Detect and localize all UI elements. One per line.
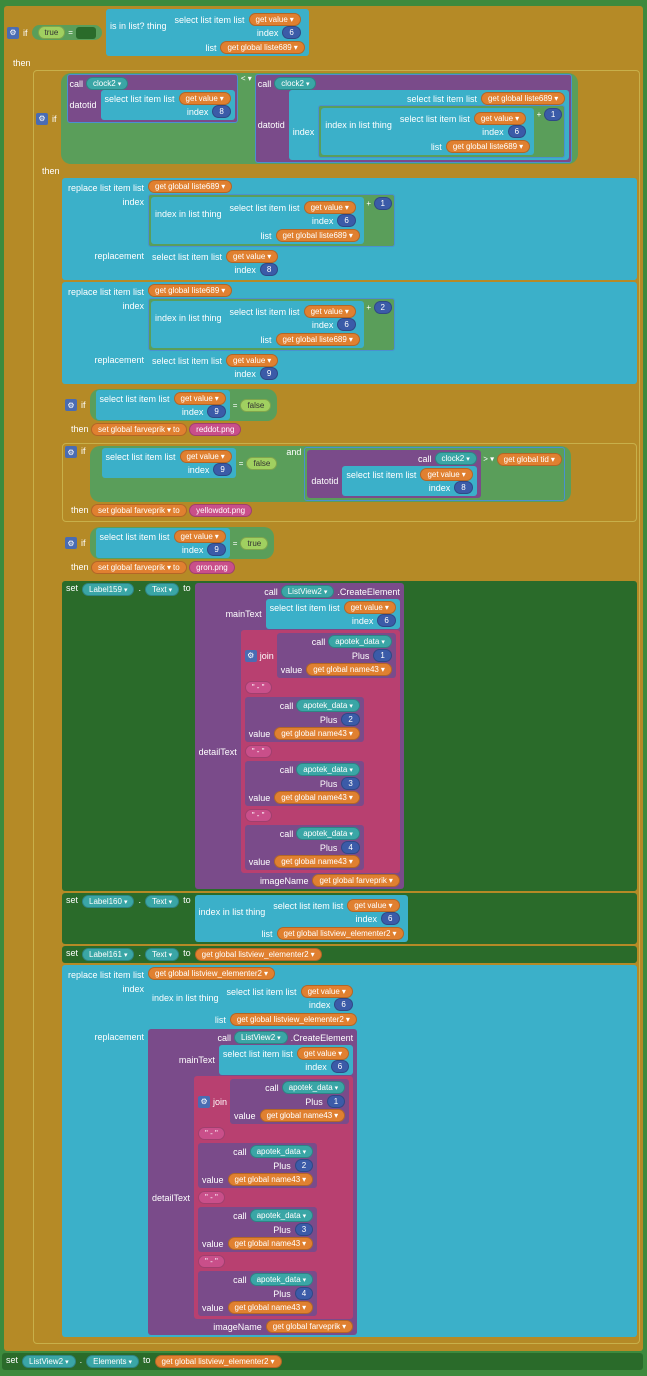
call-createelement: callListView2.CreateElement mainText sel… xyxy=(195,583,404,889)
listview2-dd[interactable]: ListView2 xyxy=(22,1355,76,1368)
text-dd[interactable]: Text xyxy=(145,583,179,596)
gear-icon[interactable]: ⚙ xyxy=(65,537,77,549)
clock2-dd[interactable]: clock2 xyxy=(86,77,128,90)
and-lbl[interactable]: and xyxy=(286,447,301,457)
kw-then: then xyxy=(13,58,31,68)
gear-icon[interactable]: ⚙ xyxy=(198,1096,210,1108)
join-block: ⚙join callapotek_data Plus1 valueget glo… xyxy=(241,630,400,873)
plus-op: index in list thing select list item lis… xyxy=(318,105,565,158)
replace-createelement: replace list item listget global listvie… xyxy=(62,965,637,1337)
get-liste689[interactable]: get global liste689 ▾ xyxy=(220,41,304,54)
replace-list-item-2: replace list item listget global liste68… xyxy=(62,282,637,384)
bool-true: true xyxy=(38,26,66,39)
if-clock: ⚙ if callclock2 datotid select list item… xyxy=(33,70,640,1344)
lt-sym[interactable]: < ▾ xyxy=(241,74,252,83)
get-global-tid[interactable]: get global tid ▾ xyxy=(497,453,562,466)
and-op: select list item listget value ▾ index9 … xyxy=(90,446,571,502)
plus-op: index in list thing select list item lis… xyxy=(148,194,395,247)
sel-liste689: select list item listget global liste689… xyxy=(289,90,570,160)
datotid-lbl: datotid xyxy=(70,100,97,110)
idx-in-list: index in list thing select list item lis… xyxy=(321,108,534,155)
bool-false: false xyxy=(240,399,271,412)
label159-dd[interactable]: Label159 xyxy=(82,583,134,596)
set-label161: set Label161. Text to get global listvie… xyxy=(62,946,637,963)
sel-list-item: select list item listget value ▾ index8 xyxy=(101,90,235,120)
get-value[interactable]: get value ▾ xyxy=(249,13,301,26)
gron-str[interactable]: gron.png xyxy=(189,561,235,574)
yellowdot-str[interactable]: yellowdot.png xyxy=(189,504,252,517)
if-yellowdot: ⚙ if select list item listget value ▾ in… xyxy=(62,443,637,522)
is-in-list-label: is in list? thing xyxy=(110,21,167,31)
set-label160: set Label160. Text to index in list thin… xyxy=(62,893,637,944)
imagename-lbl: imageName xyxy=(260,876,309,886)
label160-dd[interactable]: Label160 xyxy=(82,895,134,908)
get-liste689[interactable]: get global liste689 ▾ xyxy=(481,92,565,105)
set-label159: set Label159. Text to callListView2.Crea… xyxy=(62,581,637,891)
elements-dd[interactable]: Elements xyxy=(86,1355,139,1368)
gear-icon[interactable]: ⚙ xyxy=(245,650,257,662)
eq-sym: = xyxy=(68,28,73,37)
sel-label: select list item list xyxy=(175,15,245,25)
eq-op: true = xyxy=(32,25,102,40)
kw-if: if xyxy=(23,28,28,38)
clock2-dd[interactable]: clock2 xyxy=(274,77,316,90)
get-value[interactable]: get value ▾ xyxy=(179,92,231,105)
gear-icon[interactable]: ⚙ xyxy=(65,446,77,458)
if-reddot: ⚙ if select list item listget value ▾ in… xyxy=(62,386,637,441)
is-in-list: is in list? thing select list item list … xyxy=(106,9,309,56)
num-1[interactable]: 1 xyxy=(544,108,562,121)
num-6[interactable]: 6 xyxy=(282,26,300,39)
idx-label: index xyxy=(257,28,279,38)
label161-dd[interactable]: Label161 xyxy=(82,948,134,961)
lt-op: callclock2 datotid select list item list… xyxy=(61,73,579,164)
empty-slot[interactable] xyxy=(76,27,96,39)
set-farveprik[interactable]: set global farveprik ▾ to xyxy=(91,423,187,436)
set-listview-elements: set ListView2. Elements to get global li… xyxy=(2,1353,643,1370)
if-gron: ⚙ if select list item listget value ▾ in… xyxy=(62,524,637,579)
select-list-item: select list item list get value ▾ index6 xyxy=(171,11,305,41)
call-clock-right: callclock2 datotid select list item list… xyxy=(255,74,573,163)
call-clock-left: callclock2 datotid select list item list… xyxy=(67,74,238,123)
gear-icon[interactable]: ⚙ xyxy=(7,27,19,39)
kw-if: if xyxy=(52,114,57,124)
detailtext-lbl: detailText xyxy=(199,747,237,757)
replace-list-item-1: replace list item listget global liste68… xyxy=(62,178,637,280)
gear-icon[interactable]: ⚙ xyxy=(65,399,77,411)
gear-icon[interactable]: ⚙ xyxy=(36,113,48,125)
reddot-str[interactable]: reddot.png xyxy=(189,423,241,436)
maintext-lbl: mainText xyxy=(226,609,262,619)
list-label: list xyxy=(205,43,216,53)
num-8[interactable]: 8 xyxy=(212,105,230,118)
apotek-dd[interactable]: apotek_data xyxy=(328,635,392,648)
if-block-main: ⚙ if true = is in list? thing select lis… xyxy=(4,6,643,1351)
